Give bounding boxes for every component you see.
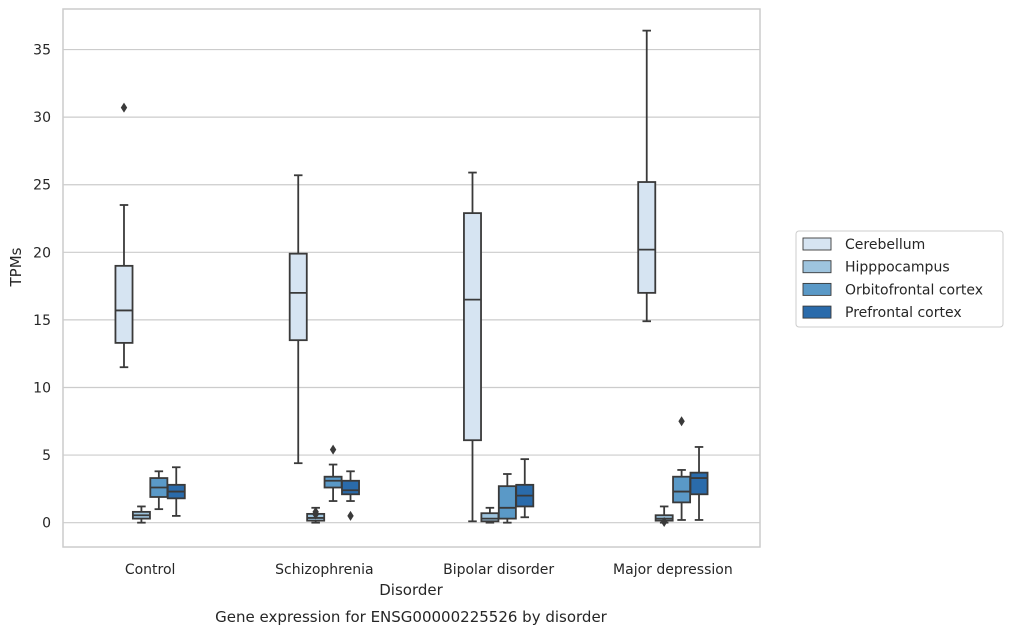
iqr-box [323,475,343,489]
y-tick-label: 35 [33,43,51,59]
legend-entry: Orbitofrontal cortex [845,282,983,298]
x-tick-labels: Control Schizophrenia Bipolar disorder Majo… [125,562,733,578]
box-1-2 [480,506,500,524]
x-tick-label: Bipolar disorder [443,562,554,578]
box-3-1 [341,470,360,521]
legend: Cerebellum Hipppocampus Orbitofrontal cort… [795,230,1004,328]
legend-swatch [802,237,832,251]
plot-area-frame [62,8,761,548]
iqr-box [341,479,360,496]
y-tick-labels: 0 5 10 15 20 25 30 35 [33,43,51,532]
outlier-point [120,102,128,113]
iqr-box [463,212,482,442]
outlier-point [347,510,354,521]
box-3-2 [515,458,535,519]
box-0-2 [463,171,482,523]
y-tick-label: 30 [33,110,51,126]
iqr-box [288,252,308,342]
box-0-0 [114,102,134,369]
iqr-box [637,181,657,294]
box-1-1 [306,506,326,524]
outlier-point [312,506,319,517]
x-tick-label: Schizophrenia [275,562,373,578]
iqr-box [672,475,692,504]
legend-entry: Cerebellum [845,237,925,253]
box-2-1 [323,444,343,502]
legend-swatch [802,305,832,319]
chart-title: Gene expression for ENSG00000225526 by d… [215,608,608,626]
y-tick-label: 10 [33,380,51,396]
x-axis-label: Disorder [379,581,443,599]
box-2-2 [497,473,517,524]
y-tick-label: 0 [42,516,51,532]
box-0-3 [637,29,657,323]
x-tick-label: Major depression [613,562,733,578]
legend-entry: Hipppocampus [845,260,950,276]
y-tick-label: 20 [33,245,51,261]
iqr-box [114,264,134,344]
outlier-point [678,416,685,427]
legend-frame [795,230,1004,328]
iqr-box [689,471,709,496]
gridlines [63,48,760,524]
box-2-0 [149,470,169,511]
x-tick-label: Control [125,562,176,578]
y-tick-label: 25 [33,178,51,194]
iqr-box [497,485,517,520]
outlier-point [660,516,668,527]
iqr-box [480,512,500,523]
y-tick-label: 15 [33,313,51,329]
box-1-0 [131,505,151,524]
boxes [114,29,709,527]
y-axis-label: TPMs [7,247,25,287]
legend-entry: Prefrontal cortex [845,305,962,321]
legend-swatch [802,282,832,296]
y-tick-label: 5 [42,448,51,464]
box-3-0 [166,466,186,517]
outlier-point [329,444,337,455]
box-3-3 [689,446,709,521]
box-2-3 [672,416,692,521]
box-1-3 [654,505,674,527]
box-0-1 [288,174,308,465]
legend-swatch [802,260,832,274]
